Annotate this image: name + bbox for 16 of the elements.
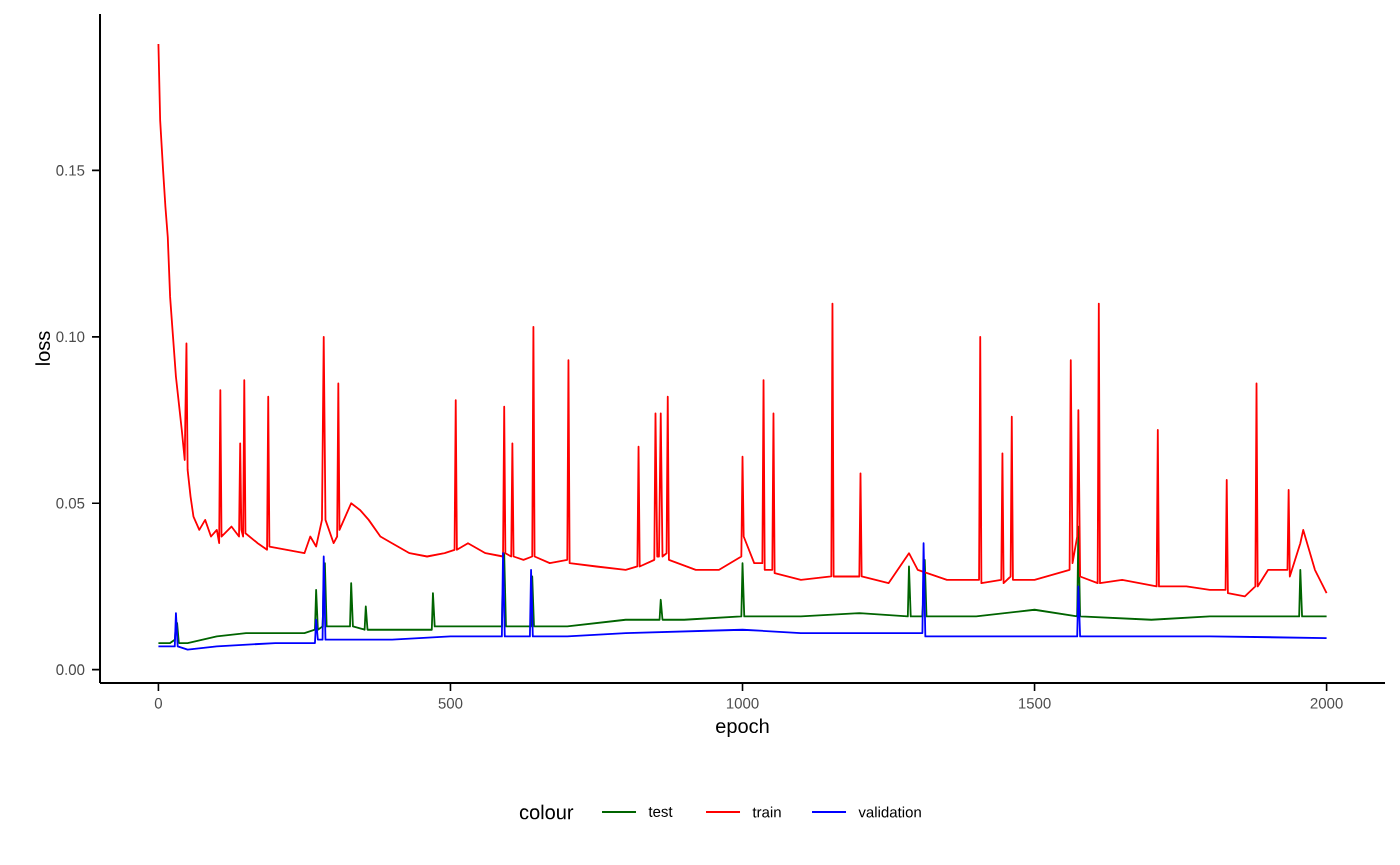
y-tick-label: 0.15 [56, 165, 85, 176]
legend-label: train [752, 806, 781, 818]
y-tick-label: 0.10 [56, 331, 85, 343]
legend-label: validation [858, 806, 921, 818]
line-series [157, 43, 1328, 598]
x-tick-label: 1000 [726, 698, 759, 709]
x-tick-label: 1500 [1019, 698, 1051, 709]
legend-title: colour [519, 804, 574, 820]
x-tick-label: 2000 [1310, 698, 1343, 709]
y-axis-title: loss [35, 331, 51, 365]
y-tick-label: 0.00 [56, 664, 85, 675]
legend-label: test [648, 807, 673, 817]
x-axis-title: epoch [716, 718, 769, 738]
x-tick-label: 500 [438, 698, 463, 709]
x-tick-label: 0 [154, 698, 162, 709]
y-tick-label: 0.05 [56, 497, 85, 509]
